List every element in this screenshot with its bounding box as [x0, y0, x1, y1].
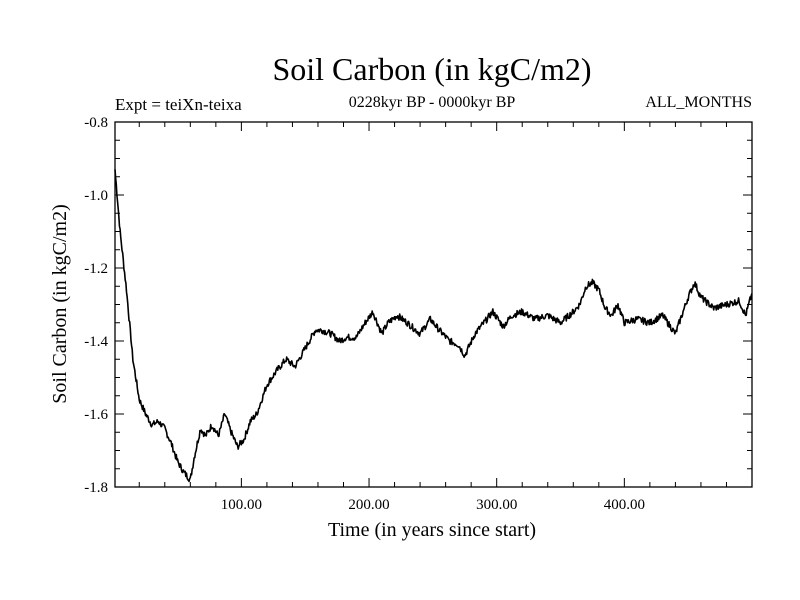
tick-labels-group: 100.00 200.00 300.00 400.00 -0.8 -1.0 -1.2 -1.4…	[84, 115, 645, 513]
x-tick-label: 400.00	[604, 497, 645, 513]
y-tick-label: -1.2	[84, 261, 108, 277]
x-axis-label: Time (in years since start)	[328, 519, 536, 541]
y-tick-label: -0.8	[84, 115, 108, 131]
plot-frame	[114, 121, 753, 488]
series-group	[114, 169, 753, 483]
y-tick-label: -1.6	[84, 407, 108, 423]
y-tick-label: -1.0	[84, 188, 108, 204]
ticks-group	[115, 122, 752, 487]
subtitle-center: 0228kyr BP - 0000kyr BP	[349, 94, 516, 111]
subtitle-left: Expt = teiXn-teixa	[115, 95, 242, 114]
x-tick-label: 300.00	[476, 497, 517, 513]
y-tick-label: -1.8	[84, 480, 108, 496]
y-axis-label: Soil Carbon (in kgC/m2)	[49, 204, 71, 403]
chart-title: Soil Carbon (in kgC/m2)	[272, 51, 591, 87]
series-line	[114, 169, 753, 483]
x-tick-label: 200.00	[348, 497, 389, 513]
axes-group	[114, 121, 753, 488]
x-tick-label: 100.00	[221, 497, 262, 513]
subtitle-right: ALL_MONTHS	[645, 94, 752, 111]
y-tick-label: -1.4	[84, 334, 108, 350]
